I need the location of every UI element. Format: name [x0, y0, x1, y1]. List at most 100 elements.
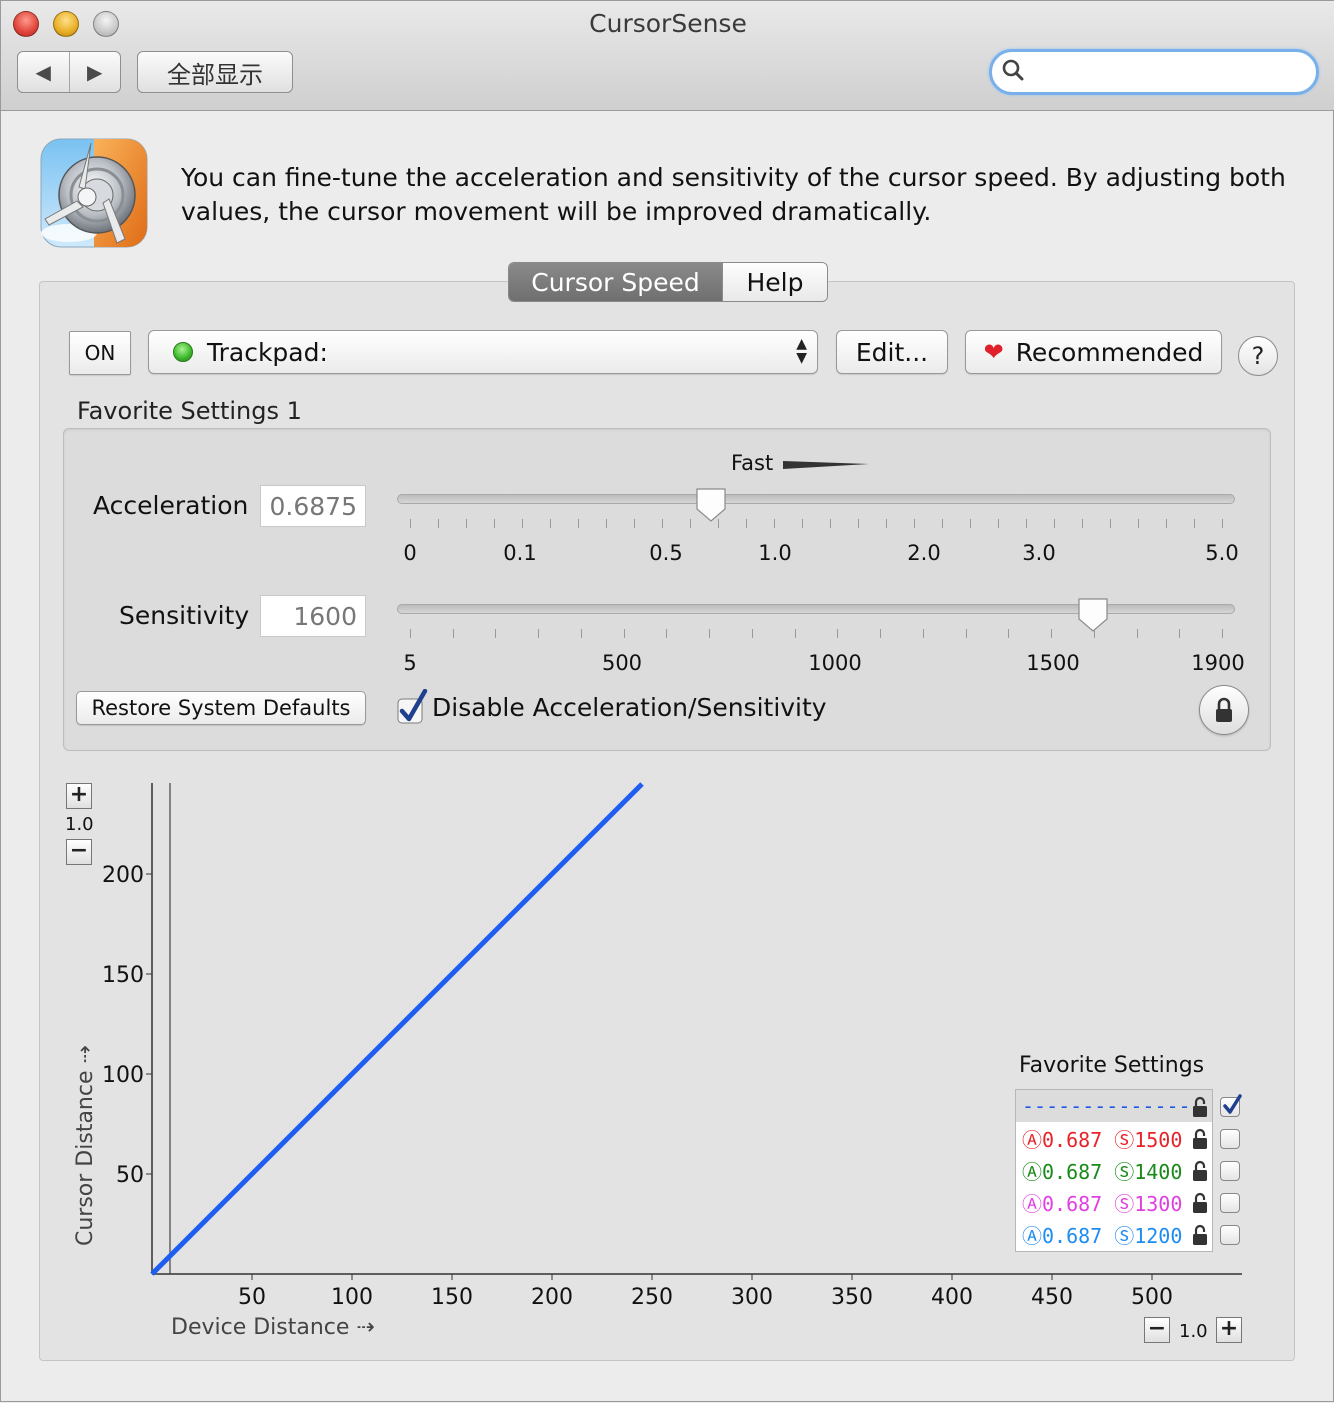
cursorsense-app-icon — [40, 138, 148, 248]
slider-tick — [1026, 519, 1027, 528]
slider-tick — [914, 519, 915, 528]
slider-tick — [802, 519, 803, 528]
search-input[interactable] — [1034, 57, 1304, 87]
sensitivity-tick-label: 500 — [601, 651, 643, 675]
legend-acceleration-value: Ⓐ0.687 — [1022, 1191, 1103, 1216]
legend-row-checkbox[interactable] — [1220, 1129, 1240, 1149]
acceleration-label: Acceleration — [93, 491, 249, 520]
y-zoom-value: 1.0 — [65, 814, 94, 835]
recommended-button[interactable]: ❤ Recommended — [965, 330, 1222, 374]
zoom-window-button[interactable] — [93, 11, 119, 37]
lock-icon — [1193, 1160, 1207, 1181]
legend-row[interactable]: Ⓐ0.687 Ⓢ1300 — [1016, 1186, 1212, 1218]
y-axis-label: Cursor Distance ⇢ — [73, 1045, 98, 1246]
zoom-in-y-button[interactable]: + — [66, 783, 92, 809]
slider-tick — [830, 519, 831, 528]
legend-acceleration-value: Ⓐ0.687 — [1022, 1159, 1103, 1184]
acceleration-tick-label: 0.1 — [503, 541, 537, 565]
status-dot-icon — [173, 342, 193, 362]
legend-row[interactable]: -------------- — [1016, 1090, 1212, 1122]
legend-row-checkbox[interactable] — [1220, 1094, 1242, 1117]
tab-help[interactable]: Help — [722, 263, 827, 301]
device-popup[interactable]: Trackpad: ▲ ▼ — [148, 330, 818, 374]
fast-label: Fast — [731, 451, 774, 475]
sensitivity-tick-label: 5 — [403, 651, 417, 675]
lock-button[interactable] — [1199, 685, 1249, 735]
back-forward-control: ◀ ▶ — [17, 51, 121, 93]
legend-row-checkbox[interactable] — [1220, 1193, 1240, 1213]
slider-tick — [751, 629, 753, 638]
close-window-button[interactable] — [13, 11, 39, 37]
legend-sensitivity-value: Ⓢ1500 — [1114, 1127, 1183, 1152]
slider-tick — [466, 519, 467, 528]
forward-arrow-icon[interactable]: ▶ — [68, 52, 121, 92]
zoom-out-y-button[interactable]: − — [66, 839, 92, 865]
slider-tick — [606, 519, 607, 528]
restore-system-defaults-button[interactable]: Restore System Defaults — [76, 691, 366, 725]
acceleration-tick-label: 5.0 — [1205, 541, 1239, 565]
minimize-window-button[interactable] — [53, 11, 79, 37]
help-button[interactable]: ? — [1238, 336, 1278, 376]
lock-icon — [1193, 1096, 1207, 1117]
slider-tick — [1166, 519, 1167, 528]
slider-tick — [538, 629, 540, 638]
lock-icon — [1216, 697, 1232, 722]
slider-tick — [1110, 519, 1111, 528]
slider-tick — [495, 629, 497, 638]
slider-tick — [578, 519, 579, 528]
zoom-in-x-button[interactable]: + — [1216, 1317, 1242, 1343]
acceleration-slider-track[interactable] — [397, 494, 1235, 504]
lock-icon — [1193, 1224, 1207, 1245]
sensitivity-slider-track[interactable] — [397, 604, 1235, 614]
lock-icon — [1193, 1128, 1207, 1149]
acceleration-value-field[interactable]: 0.6875 — [260, 485, 366, 527]
legend-row[interactable]: Ⓐ0.687 Ⓢ1400 — [1016, 1154, 1212, 1186]
slider-tick — [662, 519, 663, 528]
slider-tick — [709, 629, 711, 638]
slider-tick — [794, 629, 796, 638]
on-off-toggle-button[interactable]: ON — [69, 331, 131, 375]
zoom-out-x-button[interactable]: − — [1144, 1317, 1170, 1343]
legend-acceleration-value: Ⓐ0.687 — [1022, 1223, 1103, 1248]
slider-tick — [922, 629, 924, 638]
slider-tick — [774, 519, 775, 528]
sensitivity-tick-label: 1000 — [808, 651, 862, 675]
legend-row[interactable]: Ⓐ0.687 Ⓢ1500 — [1016, 1122, 1212, 1154]
slider-tick — [580, 629, 582, 638]
slider-tick — [886, 519, 887, 528]
x-zoom-value: 1.0 — [1179, 1321, 1208, 1342]
acceleration-slider-knob[interactable] — [695, 487, 727, 523]
sensitivity-tick-label: 1500 — [1026, 651, 1080, 675]
sensitivity-value-field[interactable]: 1600 — [260, 595, 366, 637]
legend-row[interactable]: Ⓐ0.687 Ⓢ1200 — [1016, 1218, 1212, 1250]
show-all-button[interactable]: 全部显示 — [137, 51, 293, 93]
legend-sensitivity-value: Ⓢ1200 — [1114, 1223, 1183, 1248]
legend-acceleration-value: Ⓐ0.687 — [1022, 1127, 1103, 1152]
slider-tick — [1179, 629, 1181, 638]
heart-icon: ❤ — [983, 338, 1004, 366]
slider-tick — [634, 519, 635, 528]
lock-icon — [1193, 1192, 1207, 1213]
sensitivity-tick-label: 1900 — [1191, 651, 1245, 675]
slider-tick — [837, 629, 839, 638]
popup-arrows-icon: ▲ ▼ — [796, 336, 807, 366]
tab-cursor-speed[interactable]: Cursor Speed — [509, 263, 722, 301]
checkmark-icon — [1223, 1094, 1242, 1114]
disable-acceleration-checkbox[interactable] — [397, 689, 429, 727]
x-axis-label: Device Distance ⇢ — [171, 1315, 375, 1340]
slider-tick — [1138, 519, 1139, 528]
legend-row-checkbox[interactable] — [1220, 1225, 1240, 1245]
favorite-settings-legend: -------------- Ⓐ0.687 Ⓢ1500 Ⓐ0.687 Ⓢ1400 Ⓐ0.6… — [1015, 1089, 1213, 1252]
slider-tick — [746, 519, 747, 528]
slider-tick — [522, 519, 523, 528]
slider-tick — [494, 519, 495, 528]
slider-tick — [880, 629, 882, 638]
search-field[interactable] — [989, 49, 1319, 95]
tab-bar: Cursor Speed Help — [508, 262, 828, 302]
legend-row-checkbox[interactable] — [1220, 1161, 1240, 1181]
acceleration-tick-label: 0.5 — [649, 541, 683, 565]
edit-button[interactable]: Edit... — [836, 330, 948, 374]
back-arrow-icon[interactable]: ◀ — [35, 60, 51, 84]
sensitivity-slider-knob[interactable] — [1077, 597, 1109, 633]
